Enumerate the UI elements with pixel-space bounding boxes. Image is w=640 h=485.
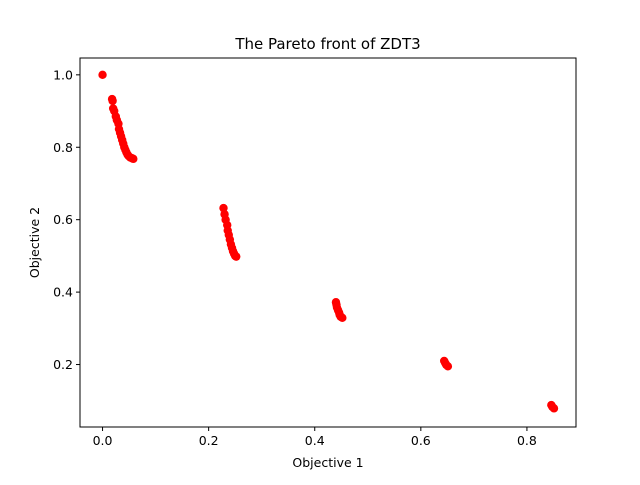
- y-tick-label: 0.2: [53, 357, 73, 372]
- y-tick-label: 1.0: [53, 67, 73, 82]
- x-tick-label: 0.8: [517, 433, 537, 448]
- data-point: [338, 313, 347, 323]
- x-tick-label: 0.4: [305, 433, 325, 448]
- data-point: [443, 362, 453, 371]
- y-axis-label: Objective 2: [27, 207, 42, 278]
- y-axis-ticks: 0.2 0.4 0.6 0.8 1.0: [53, 67, 80, 372]
- data-point: [232, 252, 241, 261]
- x-tick-label: 0.2: [199, 433, 219, 448]
- chart-title: The Pareto front of ZDT3: [234, 35, 420, 53]
- data-point: [98, 70, 107, 80]
- x-axis-ticks: 0.0 0.2 0.4 0.6 0.8: [93, 427, 537, 448]
- x-axis-label: Objective 1: [292, 455, 363, 470]
- x-tick-label: 0.0: [93, 433, 113, 448]
- data-point: [108, 96, 117, 106]
- y-tick-label: 0.6: [53, 212, 73, 227]
- y-tick-label: 0.8: [53, 140, 73, 155]
- plot-frame: [79, 57, 577, 428]
- y-tick-label: 0.4: [53, 285, 73, 300]
- x-tick-label: 0.6: [411, 433, 431, 448]
- data-point: [549, 404, 559, 413]
- data-point: [129, 154, 138, 164]
- data-points: [98, 70, 559, 413]
